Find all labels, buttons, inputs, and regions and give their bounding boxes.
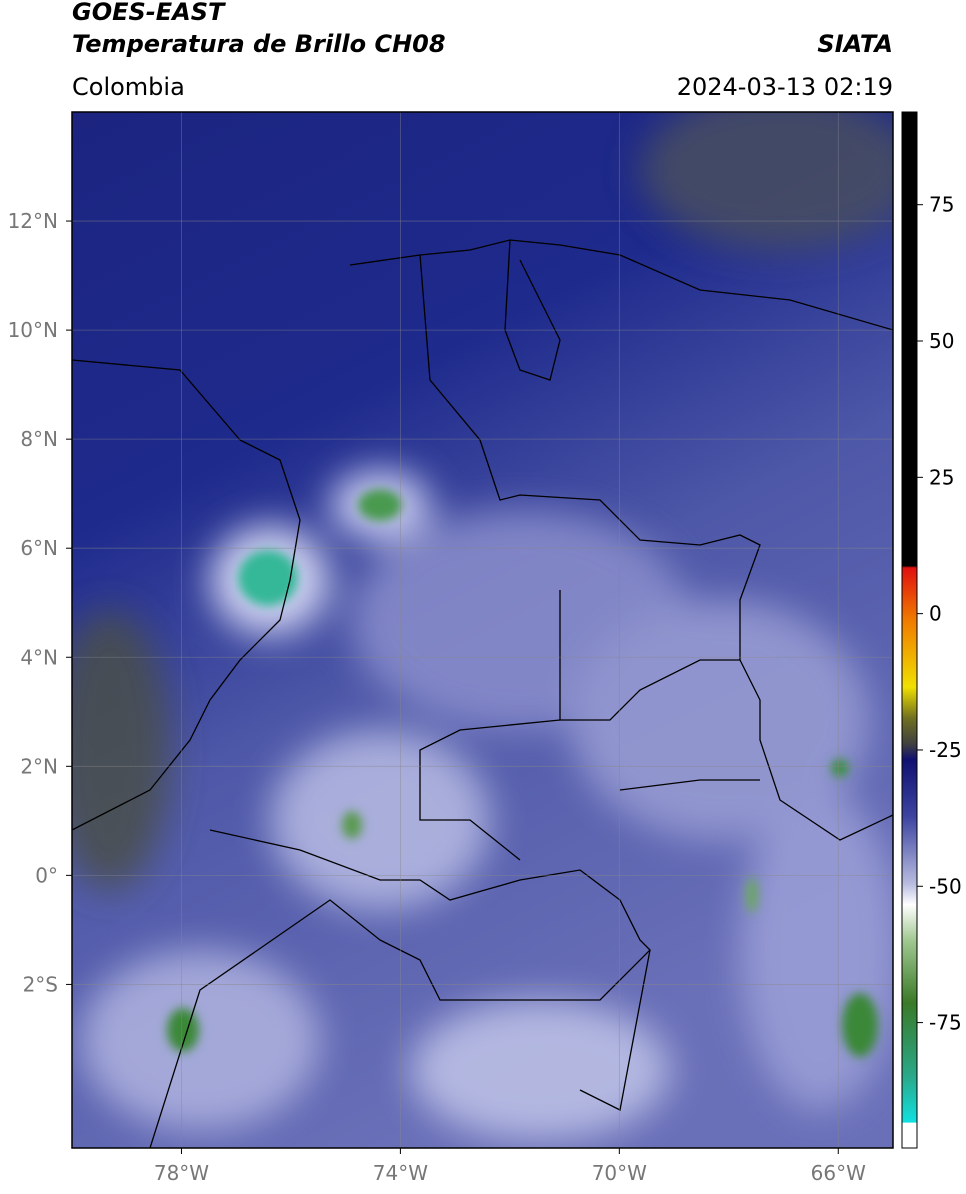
colorbar-label: -50 [929, 874, 962, 898]
lat-label: 0° [35, 863, 58, 887]
lat-label: 12°N [8, 209, 58, 233]
subtitle: Temperatura de Brillo CH08 [72, 30, 446, 58]
satellite-image [72, 112, 893, 1148]
title: GOES-EAST [72, 0, 226, 26]
lat-label: 10°N [8, 318, 58, 342]
lat-label: 2°S [23, 972, 58, 996]
colorbar-label: 75 [929, 193, 954, 217]
colorbar-label: -75 [929, 1011, 962, 1035]
map-frame [71, 111, 894, 1149]
lon-label: 66°W [811, 1161, 866, 1185]
timestamp: 2024-03-13 02:19 [677, 73, 893, 101]
source: SIATA [817, 30, 893, 58]
colorbar-label: -25 [929, 738, 962, 762]
lon-label: 78°W [154, 1161, 209, 1185]
lat-label: 2°N [20, 754, 58, 778]
colorbar [901, 111, 918, 1149]
lon-label: 74°W [373, 1161, 428, 1185]
colorbar-label: 50 [929, 329, 954, 353]
lon-label: 70°W [592, 1161, 647, 1185]
lat-label: 4°N [20, 645, 58, 669]
lat-label: 8°N [20, 427, 58, 451]
colorbar-label: 0 [929, 602, 942, 626]
lat-label: 6°N [20, 536, 58, 560]
region: Colombia [72, 73, 185, 101]
graticule [72, 112, 893, 1148]
colorbar-label: 25 [929, 465, 954, 489]
